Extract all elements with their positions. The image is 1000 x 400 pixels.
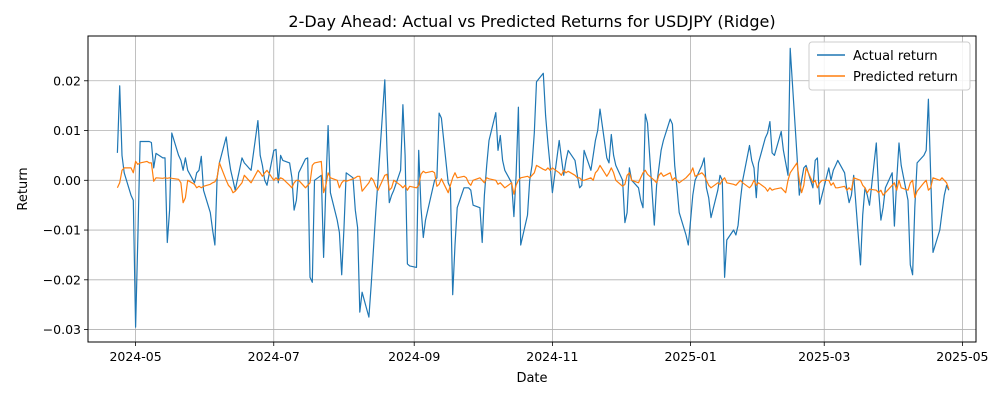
chart-title: 2-Day Ahead: Actual vs Predicted Returns…	[288, 12, 775, 31]
y-axis-label: Return	[16, 167, 31, 210]
y-tick-label: −0.02	[43, 272, 81, 287]
x-axis: 2024-05 2024-07 2024-09 2024-11 2025-01 2025-…	[109, 342, 989, 364]
y-tick-label: −0.01	[43, 223, 81, 238]
y-tick-label: 0.02	[53, 73, 81, 88]
series-line-predicted-return	[116, 160, 950, 204]
y-axis: −0.03 −0.02 −0.01 0.00 0.01 0.02	[43, 73, 88, 337]
x-tick-label: 2024-09	[388, 349, 440, 364]
legend: Actual return Predicted return	[808, 41, 971, 91]
x-tick-label: 2025-03	[798, 349, 850, 364]
x-axis-label: Date	[516, 371, 547, 386]
legend-label-actual: Actual return	[853, 49, 938, 64]
legend-box	[808, 41, 971, 91]
x-tick-label: 2024-07	[248, 349, 300, 364]
legend-label-predicted: Predicted return	[853, 70, 958, 85]
y-tick-label: −0.03	[43, 322, 81, 337]
x-tick-label: 2024-11	[526, 349, 578, 364]
plot-frame	[87, 35, 977, 343]
plot-area	[116, 47, 950, 328]
y-tick-label: 0.00	[53, 173, 81, 188]
x-tick-label: 2025-01	[664, 349, 716, 364]
y-tick-label: 0.01	[53, 123, 81, 138]
x-tick-label: 2025-05	[936, 349, 988, 364]
x-tick-label: 2024-05	[109, 349, 161, 364]
